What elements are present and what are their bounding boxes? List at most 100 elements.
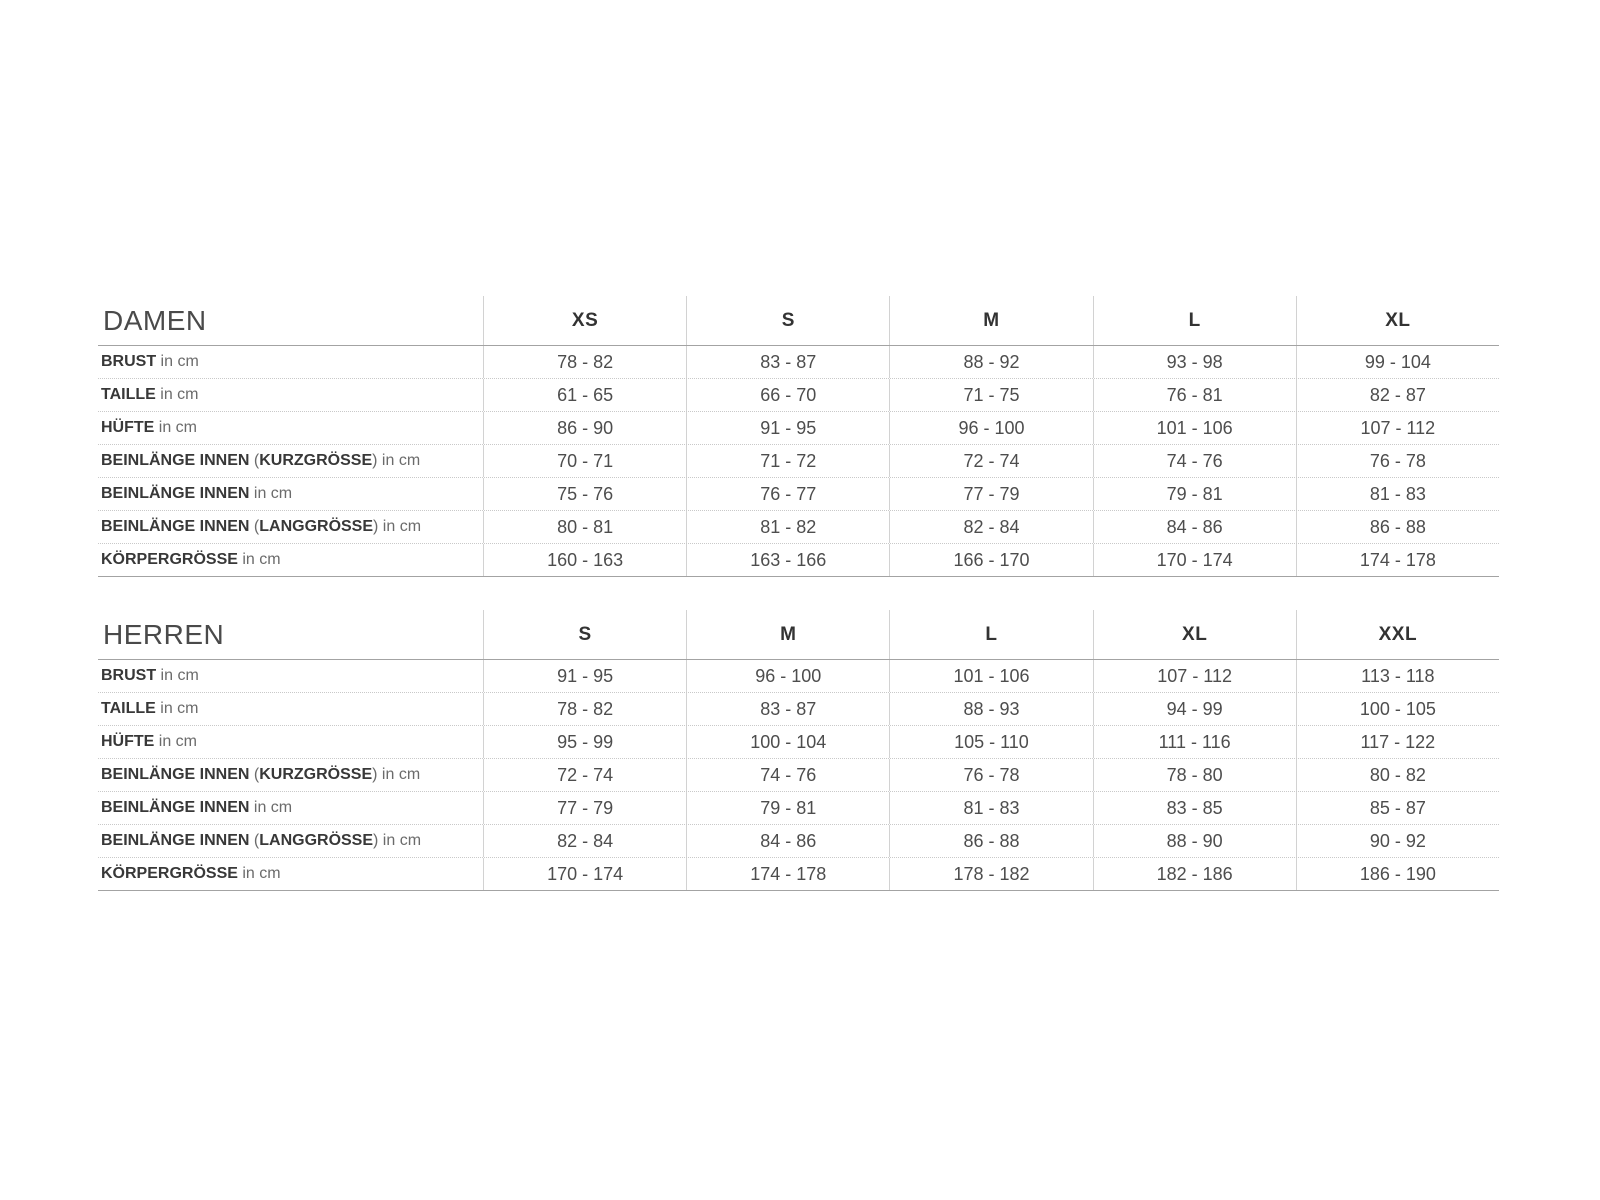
measurement-value: 107 - 112	[1295, 412, 1499, 444]
measurement-value: 81 - 83	[1295, 478, 1499, 510]
measurement-value: 79 - 81	[686, 792, 889, 824]
table-row: BEINLÄNGE INNEN (KURZGRÖSSE) in cm 70 - …	[98, 445, 1499, 478]
measurement-value: 100 - 105	[1295, 693, 1499, 725]
measurement-value: 178 - 182	[889, 858, 1092, 890]
table-body: BRUST in cm 78 - 82 83 - 87 88 - 92 93 - 98…	[98, 346, 1499, 577]
measurement-value: 163 - 166	[686, 544, 889, 576]
measurement-value: 88 - 93	[889, 693, 1092, 725]
measurement-value: 91 - 95	[483, 660, 686, 692]
measurement-value: 117 - 122	[1295, 726, 1499, 758]
measurement-value: 81 - 82	[686, 511, 889, 543]
measurement-value: 174 - 178	[1295, 544, 1499, 576]
table-body: BRUST in cm 91 - 95 96 - 100 101 - 106 107 …	[98, 660, 1499, 891]
measurement-value: 81 - 83	[889, 792, 1092, 824]
row-label-text: in cm	[154, 733, 197, 750]
row-label-text: (	[249, 766, 260, 783]
measurement-value: 84 - 86	[1092, 511, 1296, 543]
measurement-value: 113 - 118	[1295, 660, 1499, 692]
measurement-value: 77 - 79	[483, 792, 686, 824]
table-row: HÜFTE in cm 86 - 90 91 - 95 96 - 100 101 - …	[98, 412, 1499, 445]
row-label: TAILLE in cm	[98, 379, 483, 411]
table-header-row: DAMEN XS S M L XL	[98, 296, 1499, 346]
measurement-value: 170 - 174	[1092, 544, 1296, 576]
row-label-strong: BRUST	[101, 667, 157, 684]
row-label-text: in cm	[155, 700, 199, 717]
table-row: TAILLE in cm 61 - 65 66 - 70 71 - 75 76 - 8…	[98, 379, 1499, 412]
row-label: HÜFTE in cm	[98, 726, 483, 758]
row-label-text: in cm	[237, 865, 281, 882]
measurement-value: 99 - 104	[1295, 346, 1499, 378]
measurement-value: 84 - 86	[686, 825, 889, 857]
row-label-strong: KURZGRÖSSE	[259, 452, 373, 469]
row-label-strong: BRUST	[101, 353, 157, 370]
size-column-header: S	[483, 610, 686, 659]
measurement-value: 96 - 100	[889, 412, 1092, 444]
row-label-text: (	[249, 832, 260, 849]
row-label-text: (	[249, 452, 260, 469]
table-row: BEINLÄNGE INNEN (LANGGRÖSSE) in cm 82 - …	[98, 825, 1499, 858]
measurement-value: 111 - 116	[1092, 726, 1296, 758]
measurement-value: 74 - 76	[686, 759, 889, 791]
size-column-header: S	[686, 296, 889, 345]
row-label-strong: HÜFTE	[101, 733, 155, 750]
measurement-value: 105 - 110	[889, 726, 1092, 758]
measurement-value: 86 - 90	[483, 412, 686, 444]
measurement-value: 91 - 95	[686, 412, 889, 444]
measurement-value: 82 - 87	[1295, 379, 1499, 411]
measurement-value: 72 - 74	[889, 445, 1092, 477]
size-column-header: L	[889, 610, 1092, 659]
row-label: BRUST in cm	[98, 346, 483, 378]
table-header-row: HERREN S M L XL XXL	[98, 610, 1499, 660]
row-label: BRUST in cm	[98, 660, 483, 692]
herren-size-table: HERREN S M L XL XXL BRUST in cm 91 - 95 96 - …	[98, 610, 1499, 891]
size-charts: DAMEN XS S M L XL BRUST in cm 78 - 82 83 - 87…	[98, 296, 1499, 891]
size-column-header: M	[686, 610, 889, 659]
measurement-value: 174 - 178	[686, 858, 889, 890]
row-label-strong: BEINLÄNGE INNEN	[101, 518, 250, 535]
measurement-value: 77 - 79	[889, 478, 1092, 510]
row-label: TAILLE in cm	[98, 693, 483, 725]
measurement-value: 93 - 98	[1092, 346, 1296, 378]
measurement-value: 160 - 163	[483, 544, 686, 576]
row-label-text: (	[249, 518, 260, 535]
measurement-value: 94 - 99	[1092, 693, 1296, 725]
measurement-value: 71 - 75	[889, 379, 1092, 411]
measurement-value: 76 - 77	[686, 478, 889, 510]
measurement-value: 80 - 82	[1295, 759, 1499, 791]
measurement-value: 182 - 186	[1092, 858, 1296, 890]
measurement-value: 90 - 92	[1295, 825, 1499, 857]
measurement-value: 75 - 76	[483, 478, 686, 510]
measurement-value: 76 - 78	[889, 759, 1092, 791]
size-column-header: XL	[1295, 296, 1499, 345]
measurement-value: 186 - 190	[1295, 858, 1499, 890]
table-row: TAILLE in cm 78 - 82 83 - 87 88 - 93 94 - 9…	[98, 693, 1499, 726]
measurement-value: 95 - 99	[483, 726, 686, 758]
row-label-text: in cm	[249, 485, 293, 502]
measurement-value: 82 - 84	[889, 511, 1092, 543]
size-column-header: L	[1092, 296, 1296, 345]
measurement-value: 83 - 85	[1092, 792, 1296, 824]
size-column-header: XXL	[1295, 610, 1499, 659]
measurement-value: 83 - 87	[686, 346, 889, 378]
row-label-strong: KURZGRÖSSE	[259, 766, 373, 783]
row-label-strong: LANGGRÖSSE	[259, 518, 374, 535]
row-label: HÜFTE in cm	[98, 412, 483, 444]
row-label-strong: BEINLÄNGE INNEN	[101, 832, 250, 849]
row-label-text: ) in cm	[373, 518, 422, 535]
row-label-text: in cm	[155, 386, 199, 403]
measurement-value: 74 - 76	[1092, 445, 1296, 477]
damen-size-table: DAMEN XS S M L XL BRUST in cm 78 - 82 83 - 87…	[98, 296, 1499, 577]
measurement-value: 76 - 81	[1092, 379, 1296, 411]
size-column-header: XS	[483, 296, 686, 345]
measurement-value: 96 - 100	[686, 660, 889, 692]
row-label: BEINLÄNGE INNEN (KURZGRÖSSE) in cm	[98, 759, 483, 791]
measurement-value: 79 - 81	[1092, 478, 1296, 510]
table-row: BEINLÄNGE INNEN (LANGGRÖSSE) in cm 80 - …	[98, 511, 1499, 544]
row-label: BEINLÄNGE INNEN (LANGGRÖSSE) in cm	[98, 511, 483, 543]
row-label-strong: BEINLÄNGE INNEN	[101, 766, 250, 783]
measurement-value: 107 - 112	[1092, 660, 1296, 692]
measurement-value: 78 - 82	[483, 346, 686, 378]
measurement-value: 78 - 82	[483, 693, 686, 725]
measurement-value: 88 - 92	[889, 346, 1092, 378]
measurement-value: 71 - 72	[686, 445, 889, 477]
